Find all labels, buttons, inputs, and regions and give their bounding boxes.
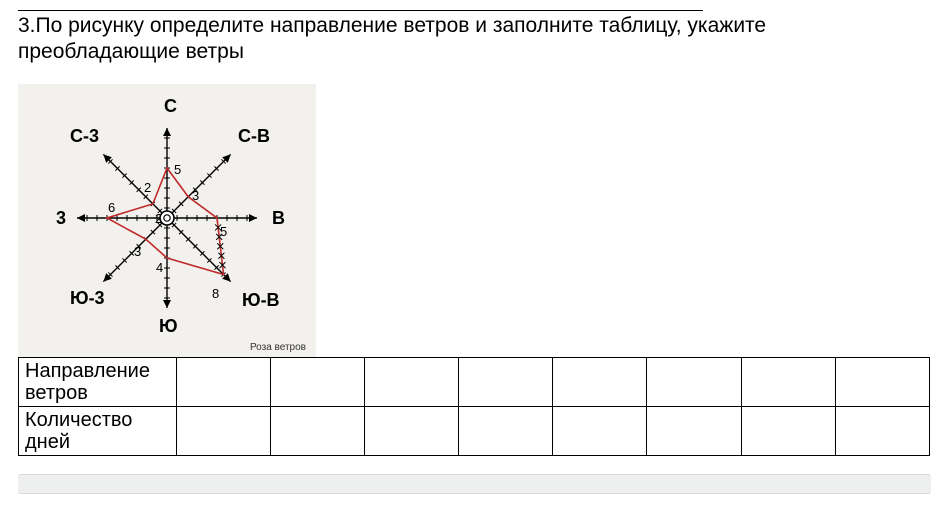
table-cell bbox=[459, 406, 553, 455]
svg-text:С-3: С-3 bbox=[70, 126, 99, 146]
table-cell bbox=[741, 406, 835, 455]
wind-table: Направление ветров Количество дней bbox=[18, 357, 930, 456]
table-cell bbox=[647, 406, 741, 455]
svg-text:Ю-3: Ю-3 bbox=[70, 288, 105, 308]
svg-text:С: С bbox=[164, 96, 177, 116]
table-cell bbox=[459, 357, 553, 406]
row-header-days: Количество дней bbox=[19, 406, 177, 455]
table-cell bbox=[270, 406, 364, 455]
table-cell bbox=[364, 357, 458, 406]
question-text: 3.По рисунку определите направление ветр… bbox=[18, 13, 798, 66]
svg-text:4: 4 bbox=[156, 260, 163, 275]
figure-caption: Роза ветров bbox=[20, 340, 314, 355]
table-cell bbox=[553, 357, 647, 406]
table-cell bbox=[647, 357, 741, 406]
table-cell bbox=[364, 406, 458, 455]
svg-text:Ю: Ю bbox=[159, 316, 178, 336]
table-cell bbox=[176, 357, 270, 406]
table-cell bbox=[270, 357, 364, 406]
svg-text:3: 3 bbox=[134, 244, 141, 259]
row-header-direction: Направление ветров bbox=[19, 357, 177, 406]
top-rule bbox=[18, 10, 703, 11]
svg-text:В: В bbox=[272, 208, 285, 228]
svg-text:6: 6 bbox=[108, 200, 115, 215]
table-cell bbox=[176, 406, 270, 455]
table-row: Количество дней bbox=[19, 406, 930, 455]
table-cell bbox=[835, 406, 929, 455]
svg-text:С-В: С-В bbox=[238, 126, 270, 146]
table-cell bbox=[553, 406, 647, 455]
svg-text:2: 2 bbox=[144, 180, 151, 195]
footer-bar bbox=[18, 474, 931, 494]
wind-rose-figure: С5С-В3В5Ю-В8Ю4Ю-3336С-322 Роза ветров bbox=[18, 84, 316, 357]
table-row: Направление ветров bbox=[19, 357, 930, 406]
table-cell bbox=[741, 357, 835, 406]
svg-text:Ю-В: Ю-В bbox=[242, 290, 280, 310]
svg-text:5: 5 bbox=[174, 162, 181, 177]
svg-text:8: 8 bbox=[212, 286, 219, 301]
svg-text:5: 5 bbox=[220, 224, 227, 239]
wind-rose-svg: С5С-В3В5Ю-В8Ю4Ю-3336С-322 bbox=[20, 86, 314, 340]
svg-text:3: 3 bbox=[56, 208, 66, 228]
table-cell bbox=[835, 357, 929, 406]
